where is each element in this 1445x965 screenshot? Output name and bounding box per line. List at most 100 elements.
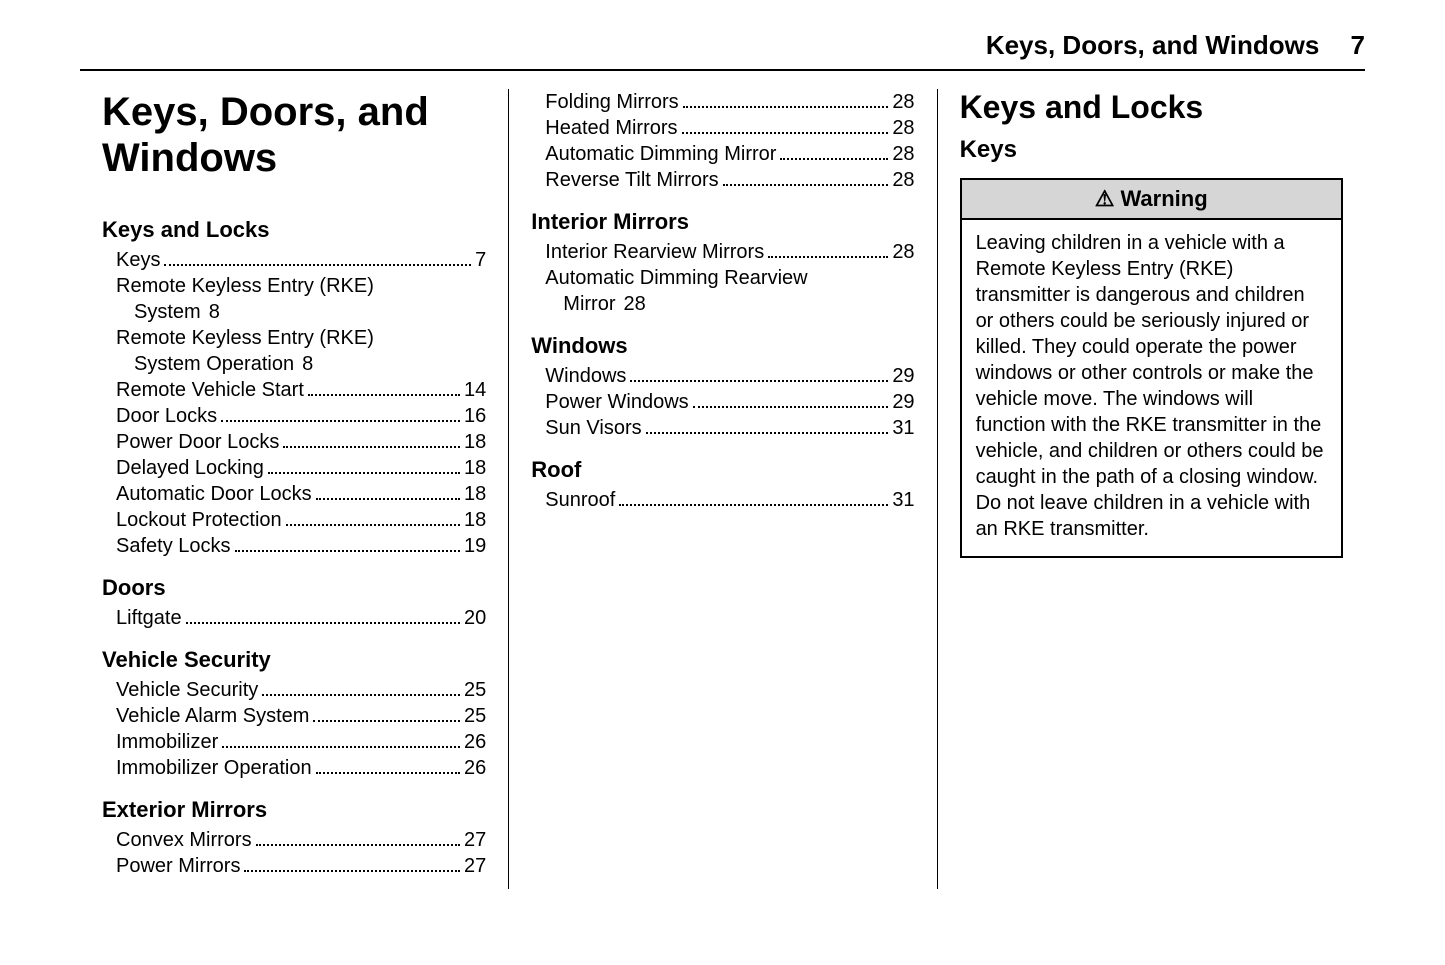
toc-entry[interactable]: Immobilizer Operation 26 <box>116 755 486 781</box>
toc-entry[interactable]: Reverse Tilt Mirrors28 <box>545 167 914 193</box>
toc-entry-line: Lockout Protection18 <box>116 507 486 533</box>
toc-dots <box>222 732 460 748</box>
toc-entry[interactable]: Delayed Locking18 <box>116 455 486 481</box>
toc-entry-line: Safety Locks 19 <box>116 533 486 559</box>
toc-dots <box>262 680 460 696</box>
toc-entry-line: Liftgate 20 <box>116 605 486 631</box>
toc-dots <box>682 118 889 134</box>
toc-entry-page: 29 <box>892 389 914 415</box>
column-3: Keys and Locks Keys ⚠Warning Leaving chi… <box>937 89 1365 889</box>
toc-entry-line: Windows29 <box>545 363 914 389</box>
toc-entry[interactable]: Power Windows 29 <box>545 389 914 415</box>
toc-entry-label: Immobilizer Operation <box>116 755 312 781</box>
toc-dots <box>308 380 460 396</box>
toc-entry[interactable]: Automatic Dimming Mirror28 <box>545 141 914 167</box>
warning-title: Warning <box>1120 186 1207 211</box>
toc-entry-line: Automatic Dimming Mirror28 <box>545 141 914 167</box>
toc-entry-label: System <box>134 301 201 323</box>
toc-dots <box>316 484 460 500</box>
toc-entry-label: Lockout Protection <box>116 507 282 533</box>
toc-entry-label: Interior Rearview Mirrors <box>545 239 764 265</box>
toc-entry[interactable]: Windows29 <box>545 363 914 389</box>
toc-entry-line: Interior Rearview Mirrors28 <box>545 239 914 265</box>
toc-entry[interactable]: Heated Mirrors28 <box>545 115 914 141</box>
toc-entry-label: Safety Locks <box>116 533 231 559</box>
toc-section-title: Windows <box>531 333 914 359</box>
toc-entry-page: 26 <box>464 755 486 781</box>
toc-section-title: Roof <box>531 457 914 483</box>
toc-entry-label: Door Locks <box>116 403 217 429</box>
manual-page: Keys, Doors, and Windows 7 Keys, Doors, … <box>0 0 1445 965</box>
toc-entry-line: Delayed Locking18 <box>116 455 486 481</box>
toc-dots <box>316 758 460 774</box>
toc-entry-page: 18 <box>464 481 486 507</box>
toc-dots <box>630 366 888 382</box>
toc-entry-page: 20 <box>464 605 486 631</box>
toc-entry-page: 31 <box>892 487 914 513</box>
column-1: Keys, Doors, and Windows Keys and Locks K… <box>80 89 508 889</box>
toc-entry[interactable]: Sun Visors 31 <box>545 415 914 441</box>
toc-entry[interactable]: Door Locks16 <box>116 403 486 429</box>
toc-entry-label: Liftgate <box>116 605 182 631</box>
toc-entry-line: Automatic Door Locks 18 <box>116 481 486 507</box>
toc-entry-page: 19 <box>464 533 486 559</box>
toc-dots <box>768 242 888 258</box>
toc-entry[interactable]: Vehicle Security 25 <box>116 677 486 703</box>
toc-dots <box>244 856 460 872</box>
toc-entry-line: Vehicle Security 25 <box>116 677 486 703</box>
toc-entry-page: 28 <box>892 89 914 115</box>
toc-entry-page: 28 <box>892 167 914 193</box>
toc-dots <box>221 406 460 422</box>
toc-list: Sunroof 31 <box>531 487 914 513</box>
toc-entry[interactable]: Power Door Locks18 <box>116 429 486 455</box>
toc-entry-line1: Remote Keyless Entry (RKE) <box>116 325 486 351</box>
toc-entry[interactable]: Sunroof 31 <box>545 487 914 513</box>
toc-entry-label: Vehicle Security <box>116 677 258 703</box>
toc-entry[interactable]: Convex Mirrors27 <box>116 827 486 853</box>
toc-entry-page: 31 <box>892 415 914 441</box>
toc-entry-line: Folding Mirrors28 <box>545 89 914 115</box>
toc-entry[interactable]: Lockout Protection18 <box>116 507 486 533</box>
toc-entry-page: 27 <box>464 827 486 853</box>
toc-entry[interactable]: Safety Locks 19 <box>116 533 486 559</box>
toc-entry-page: 25 <box>464 677 486 703</box>
toc-entry-page: 8 <box>209 301 220 323</box>
toc-entry[interactable]: Vehicle Alarm System25 <box>116 703 486 729</box>
toc-dots <box>164 250 471 266</box>
toc-dots <box>723 170 889 186</box>
toc-entry-page: 26 <box>464 729 486 755</box>
toc-entry[interactable]: Folding Mirrors28 <box>545 89 914 115</box>
toc-entry-label: Power Mirrors <box>116 853 240 879</box>
toc-entry-page: 29 <box>892 363 914 389</box>
page-number: 7 <box>1351 30 1365 60</box>
toc-entry-line: Reverse Tilt Mirrors28 <box>545 167 914 193</box>
toc-entry[interactable]: Remote Keyless Entry (RKE)System8 <box>116 273 486 325</box>
toc-entry[interactable]: Power Mirrors27 <box>116 853 486 879</box>
toc-entry-label: Vehicle Alarm System <box>116 703 309 729</box>
toc-entry-label: Sunroof <box>545 487 615 513</box>
toc-entry[interactable]: Immobilizer26 <box>116 729 486 755</box>
toc-entry-label: Power Windows <box>545 389 688 415</box>
toc-entry-page: 28 <box>892 115 914 141</box>
toc-entry-label: System Operation <box>134 353 294 375</box>
toc-dots <box>235 536 461 552</box>
chapter-main-title: Keys, Doors, and Windows <box>102 89 486 181</box>
toc-entry[interactable]: Keys7 <box>116 247 486 273</box>
toc-entry-label: Automatic Door Locks <box>116 481 312 507</box>
toc-entry[interactable]: Remote Keyless Entry (RKE)System Operati… <box>116 325 486 377</box>
toc-section-title: Keys and Locks <box>102 217 486 243</box>
toc-list: Folding Mirrors28Heated Mirrors28Automat… <box>531 89 914 193</box>
toc-entry-line: Sunroof 31 <box>545 487 914 513</box>
toc-entry-label: Mirror <box>563 293 615 315</box>
toc-entry-label: Sun Visors <box>545 415 641 441</box>
toc-entry[interactable]: Automatic Door Locks 18 <box>116 481 486 507</box>
toc-entry[interactable]: Liftgate 20 <box>116 605 486 631</box>
toc-entry-line: Power Door Locks18 <box>116 429 486 455</box>
warning-header: ⚠Warning <box>962 180 1341 220</box>
toc-entry[interactable]: Remote Vehicle Start14 <box>116 377 486 403</box>
toc-entry-label: Keys <box>116 247 160 273</box>
toc-entry-line: Remote Vehicle Start14 <box>116 377 486 403</box>
toc-entry[interactable]: Interior Rearview Mirrors28 <box>545 239 914 265</box>
toc-entry[interactable]: Automatic Dimming RearviewMirror28 <box>545 265 914 317</box>
toc-entry-page: 18 <box>464 455 486 481</box>
